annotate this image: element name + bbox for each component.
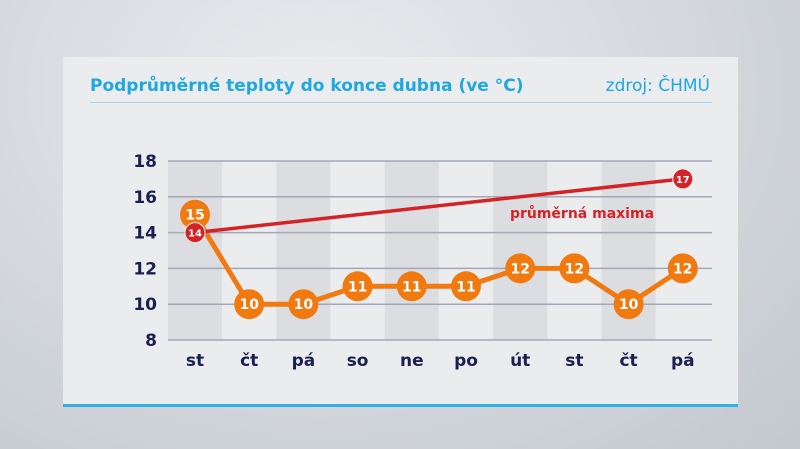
x-tick-label: st [186, 351, 204, 371]
column-band [168, 161, 222, 340]
column-band [493, 161, 548, 340]
y-tick-label: 18 [133, 152, 157, 172]
data-label: 11 [348, 279, 367, 295]
data-label: 12 [510, 261, 529, 277]
data-point [505, 253, 536, 284]
data-point [288, 289, 319, 320]
data-label: 11 [402, 279, 421, 295]
x-tick-label: pá [292, 351, 316, 371]
data-label: 11 [456, 279, 475, 295]
y-tick-label: 8 [145, 331, 157, 351]
y-tick-label: 12 [133, 259, 157, 279]
data-point [559, 253, 590, 284]
y-tick-label: 14 [133, 224, 157, 244]
data-label: 15 [185, 208, 204, 224]
y-tick-label: 16 [133, 188, 157, 208]
chart-title: Podprůměrné teploty do konce dubna (ve °… [90, 76, 524, 96]
data-label: 10 [619, 297, 639, 313]
data-point [613, 289, 644, 320]
column-band [384, 161, 439, 340]
data-point [184, 222, 206, 244]
x-tick-label: pá [671, 351, 695, 371]
series-label: průměrná maxima [510, 205, 654, 222]
series-line-temperature [192, 213, 685, 307]
data-point [672, 168, 694, 190]
title-divider [90, 102, 712, 103]
data-point [180, 199, 210, 230]
data-label: 17 [676, 175, 690, 186]
data-point [342, 271, 373, 302]
data-point [667, 253, 698, 284]
y-tick-label: 10 [133, 295, 157, 315]
x-tick-label: čt [619, 351, 637, 371]
data-point [451, 271, 481, 302]
data-label: 14 [188, 229, 202, 240]
x-tick-label: čt [240, 351, 258, 371]
data-label: 12 [673, 261, 692, 277]
x-tick-label: so [347, 351, 369, 371]
data-label: 10 [294, 297, 314, 313]
data-label: 10 [239, 297, 259, 313]
bottom-accent-line [63, 404, 738, 407]
series-line-average-max [194, 177, 683, 235]
chart-source: zdroj: ČHMÚ [605, 76, 710, 96]
data-point [396, 271, 427, 302]
data-point [234, 289, 265, 320]
x-tick-label: út [510, 351, 530, 371]
x-tick-label: po [454, 351, 478, 371]
x-tick-label: ne [400, 351, 424, 371]
x-tick-label: st [565, 351, 583, 371]
data-label: 12 [565, 261, 584, 277]
